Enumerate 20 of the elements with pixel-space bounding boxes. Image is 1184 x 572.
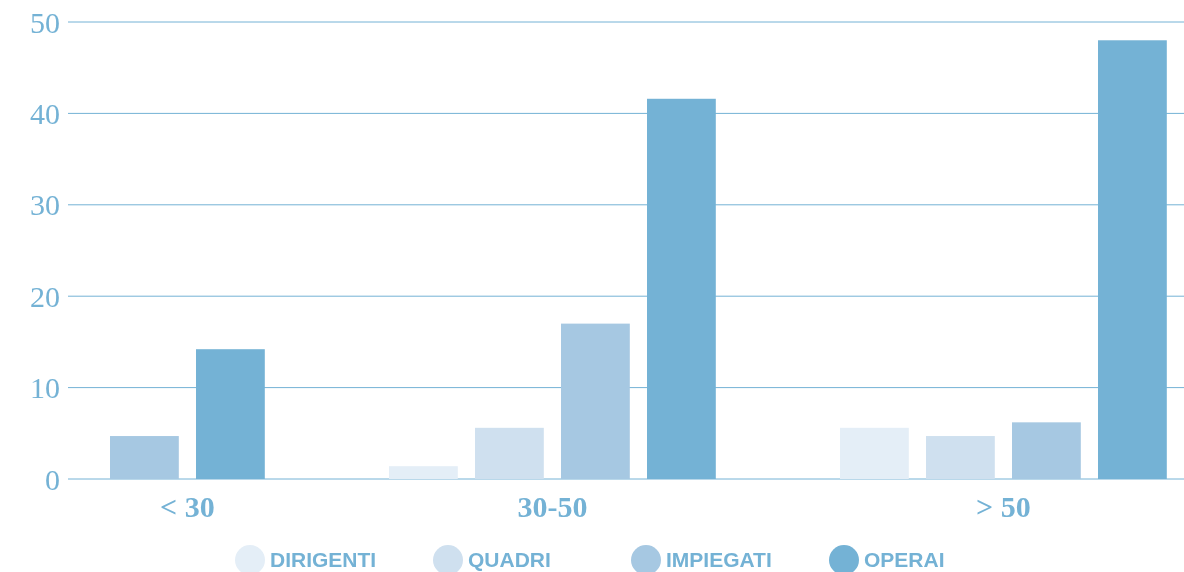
- bar: [110, 436, 179, 479]
- legend-label: QUADRI: [468, 548, 551, 572]
- bar: [840, 427, 909, 479]
- x-tick-label: < 30: [160, 490, 215, 523]
- legend-label: OPERAI: [864, 548, 945, 572]
- bar: [561, 323, 630, 479]
- y-tick-label: 0: [45, 462, 60, 496]
- legend-label: DIRIGENTI: [270, 548, 377, 572]
- bar: [926, 436, 995, 479]
- y-tick-label: 40: [30, 96, 60, 130]
- x-tick-label: 30-50: [517, 490, 588, 523]
- bar: [475, 427, 544, 479]
- y-tick-label: 50: [30, 5, 60, 39]
- y-tick-label: 30: [30, 188, 60, 222]
- x-tick-label: > 50: [976, 490, 1031, 523]
- y-tick-label: 20: [30, 279, 60, 313]
- y-tick-label: 10: [30, 371, 60, 405]
- bar: [389, 466, 458, 479]
- bar: [1012, 422, 1081, 479]
- legend-label: IMPIEGATI: [666, 548, 772, 572]
